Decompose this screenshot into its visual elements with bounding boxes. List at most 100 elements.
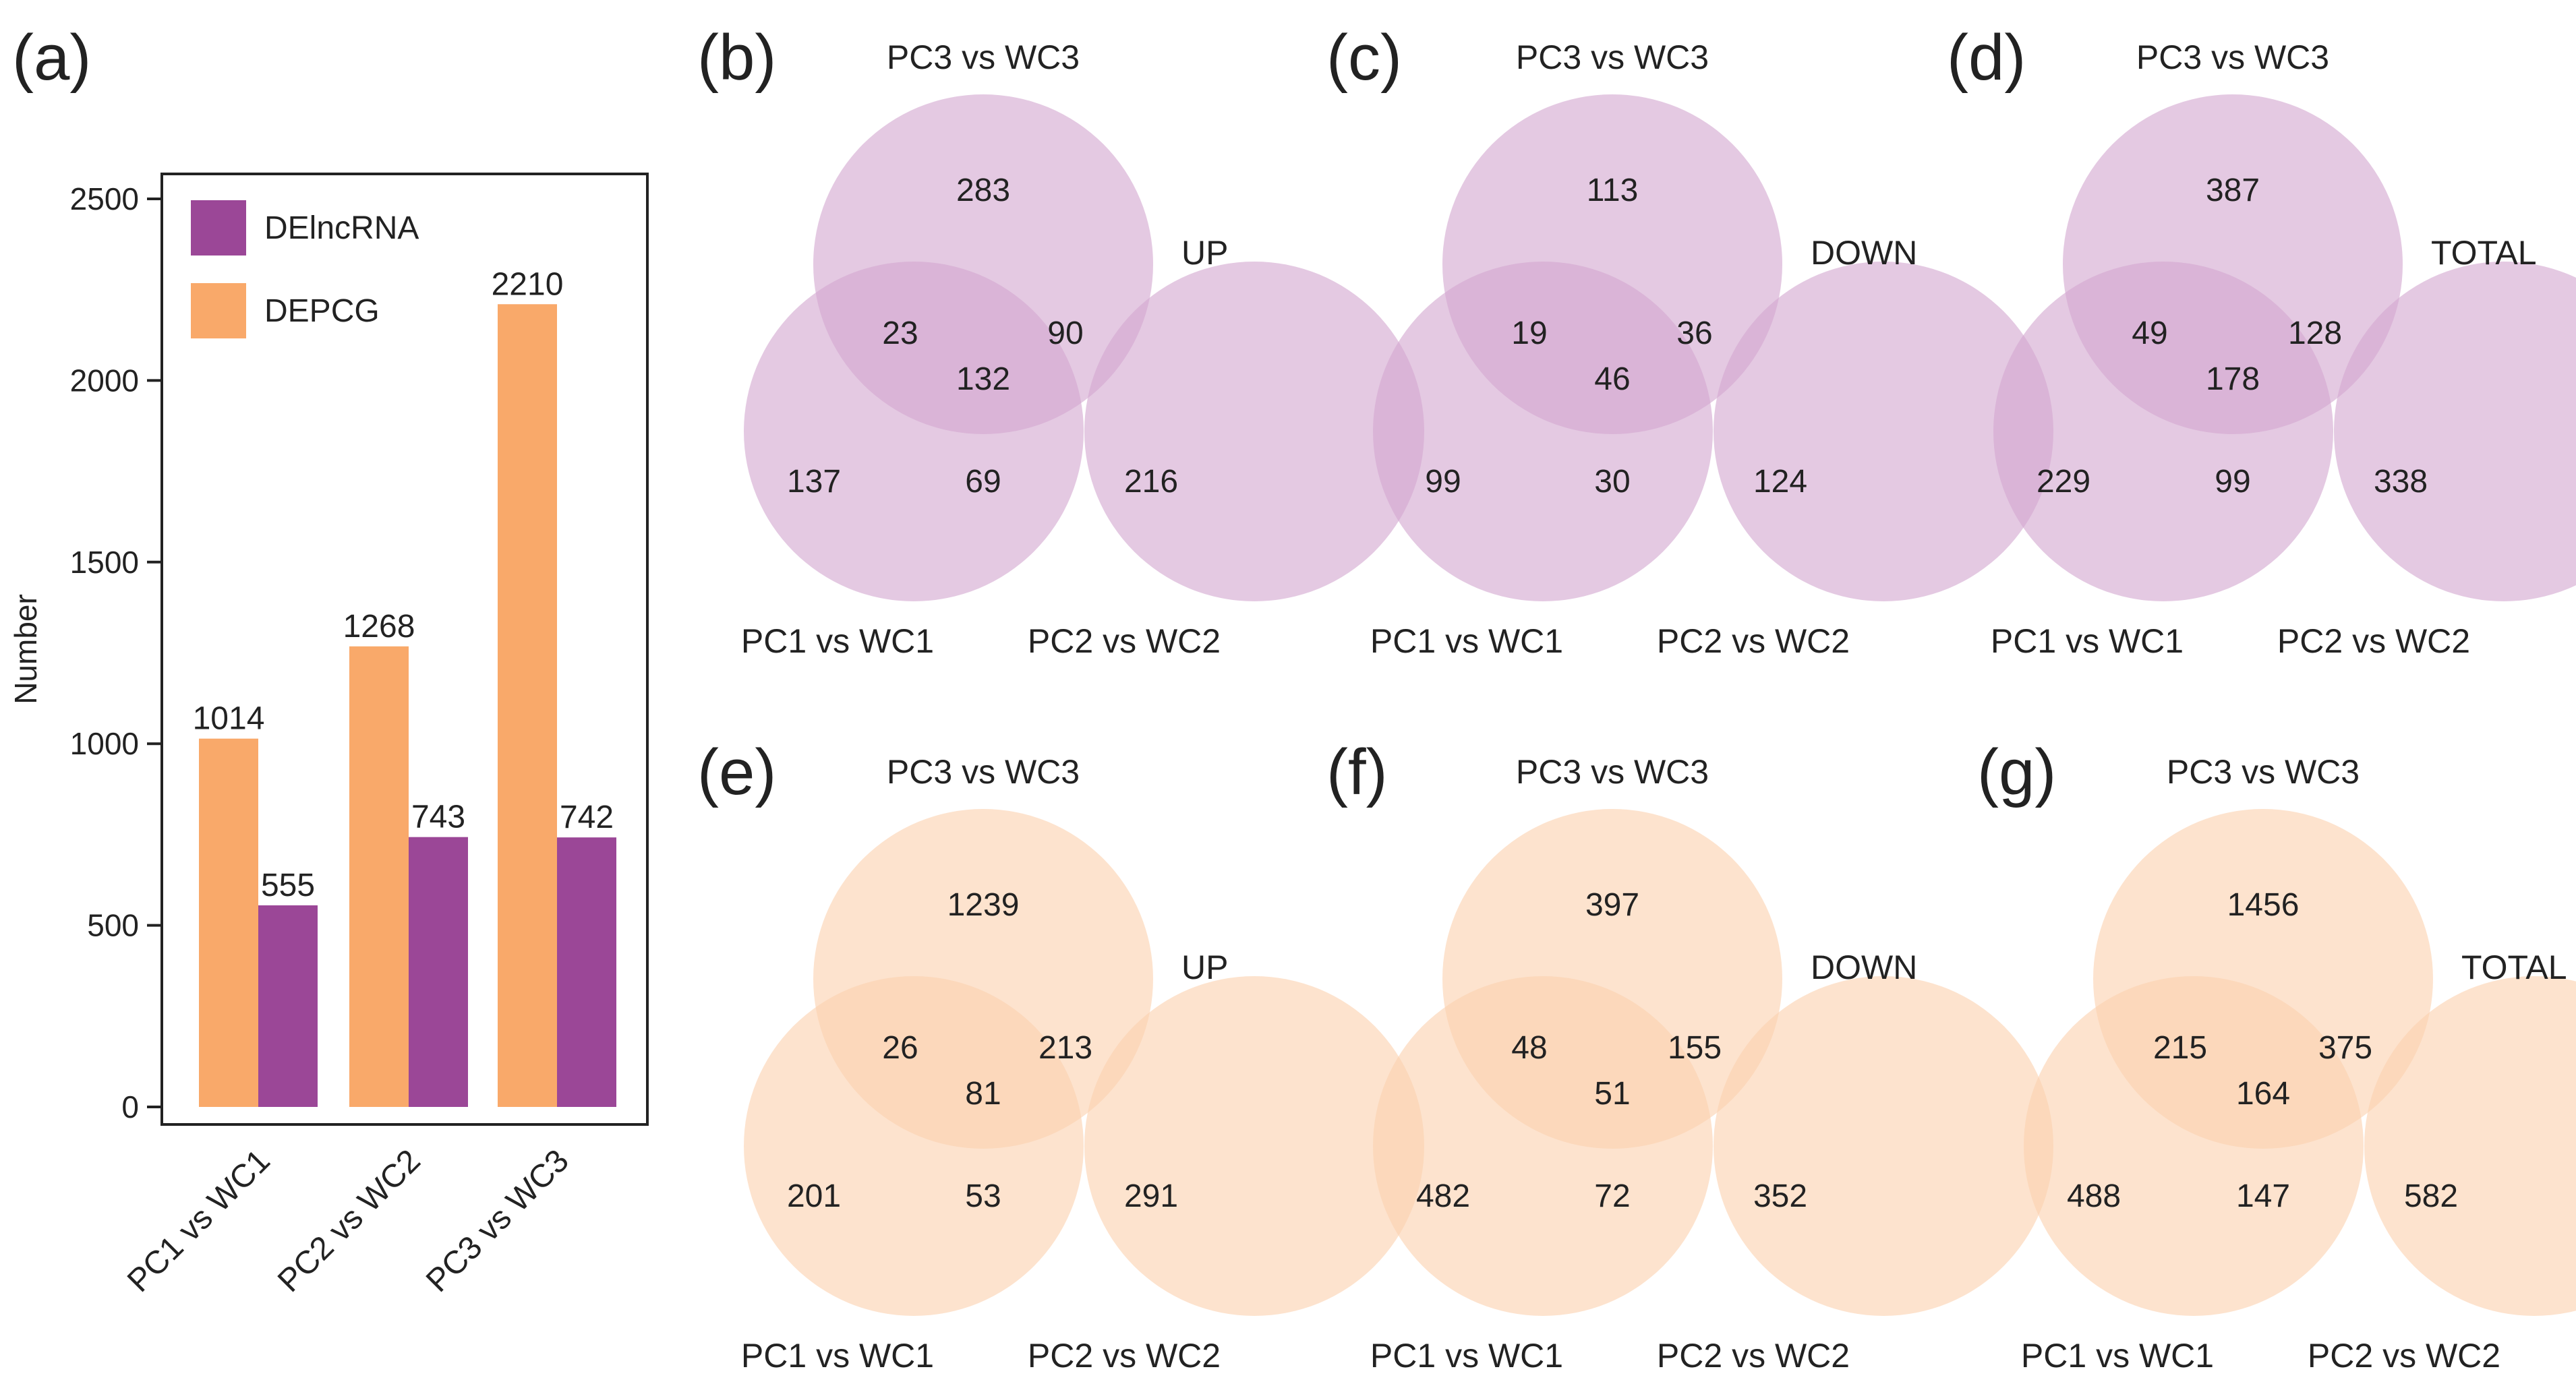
- panel-label-a: (a): [12, 22, 91, 94]
- bar-delncrna: [258, 905, 318, 1107]
- venn-count-right: 291: [1124, 1178, 1178, 1214]
- venn-direction-label: TOTAL: [2431, 234, 2537, 272]
- venn-count-center: 46: [1594, 361, 1630, 397]
- venn-count-left-right: 99: [2215, 464, 2250, 500]
- venn-count-top-left: 48: [1511, 1030, 1547, 1066]
- venn-count-top-right: 90: [1047, 315, 1083, 351]
- legend-swatch-delncrna: [191, 200, 246, 255]
- venn-count-top-right: 375: [2318, 1030, 2372, 1066]
- venn-count-top-left: 26: [882, 1030, 918, 1066]
- panel-label: (b): [697, 22, 776, 94]
- venn-set-label-right: PC2 vs WC2: [1657, 622, 1850, 660]
- venn-count-center: 164: [2236, 1076, 2290, 1112]
- venn-direction-label: DOWN: [1811, 234, 1917, 272]
- venn-circle-right: [2334, 262, 2576, 601]
- venn-set-label-left: PC1 vs WC1: [2021, 1337, 2214, 1375]
- venn-count-right: 338: [2374, 464, 2428, 500]
- venn-count-left-right: 69: [965, 464, 1001, 500]
- venn-circle-right: [1714, 262, 2053, 601]
- venn-circle-left: [1373, 262, 1713, 601]
- venn-panel-g: (g) PC3 vs WC3 PC1 vs WC1 PC2 vs WC2 TOTAL 14…: [1977, 736, 2576, 1375]
- venn-circle-right: [1084, 262, 1424, 601]
- bar-delncrna: [409, 837, 468, 1107]
- venn-count-left: 99: [1425, 464, 1461, 500]
- bar-value-label: 2210: [492, 266, 564, 302]
- venn-circle-right: [2364, 976, 2576, 1316]
- venn-set-label-right: PC2 vs WC2: [1657, 1337, 1850, 1375]
- bar-value-label: 742: [560, 800, 614, 835]
- bars: [199, 304, 616, 1108]
- venn-count-top-left: 215: [2153, 1030, 2207, 1066]
- bar-depcg: [199, 738, 258, 1107]
- venn-circle-left: [2024, 976, 2364, 1316]
- venn-count-center: 81: [965, 1076, 1001, 1112]
- venn-set-label-top: PC3 vs WC3: [2136, 38, 2329, 76]
- venn-circle-left: [744, 262, 1084, 601]
- bar-value-label: 743: [411, 800, 465, 835]
- bar-depcg: [498, 304, 557, 1108]
- venn-set-label-left: PC1 vs WC1: [1370, 1337, 1563, 1375]
- venn-count-top-right: 155: [1668, 1030, 1722, 1066]
- venn-circle-left: [1373, 976, 1713, 1316]
- venn-count-right: 582: [2404, 1178, 2458, 1214]
- venn-count-center: 178: [2206, 361, 2260, 397]
- venn-count-top-left: 49: [2132, 315, 2167, 351]
- bar-delncrna: [557, 837, 616, 1107]
- venn-panel-c: (c) PC3 vs WC3 PC1 vs WC1 PC2 vs WC2 DOWN 113…: [1326, 22, 2053, 660]
- category-label: PC2 vs WC2: [271, 1143, 428, 1299]
- venn-count-left-right: 147: [2236, 1178, 2290, 1214]
- venn-circle-left: [744, 976, 1084, 1316]
- venn-set-label-top: PC3 vs WC3: [1516, 38, 1709, 76]
- bar-value-labels: 1014 555 1268 743 2210 742: [193, 266, 614, 903]
- venn-set-label-right: PC2 vs WC2: [1028, 622, 1221, 660]
- legend: DElncRNA DEPCG: [191, 200, 419, 338]
- venn-panels: (b) PC3 vs WC3 PC1 vs WC1 PC2 vs WC2 UP 283 13…: [697, 22, 2576, 1375]
- legend-label-delncrna: DElncRNA: [264, 210, 419, 246]
- venn-set-label-left: PC1 vs WC1: [1991, 622, 2184, 660]
- venn-set-label-right: PC2 vs WC2: [2308, 1337, 2500, 1375]
- venn-set-label-top: PC3 vs WC3: [887, 753, 1080, 791]
- legend-swatch-depcg: [191, 283, 246, 338]
- panel-label: (c): [1326, 22, 1402, 94]
- venn-count-top: 283: [956, 173, 1010, 208]
- venn-panel-f: (f) PC3 vs WC3 PC1 vs WC1 PC2 vs WC2 DOWN 397…: [1326, 736, 2053, 1375]
- panel-label: (g): [1977, 736, 2056, 808]
- bar-value-label: 1268: [343, 609, 415, 644]
- y-tick-label: 0: [121, 1089, 139, 1124]
- venn-count-top: 397: [1585, 887, 1639, 923]
- category-label: PC3 vs WC3: [419, 1143, 576, 1299]
- y-tick-label: 2500: [70, 181, 139, 216]
- venn-count-top-right: 213: [1038, 1030, 1092, 1066]
- venn-count-top-left: 19: [1511, 315, 1547, 351]
- bar-value-label: 1014: [193, 701, 265, 737]
- venn-count-center: 51: [1594, 1076, 1630, 1112]
- y-tick-label: 1000: [70, 726, 139, 761]
- venn-set-label-left: PC1 vs WC1: [1370, 622, 1563, 660]
- venn-count-top: 113: [1587, 173, 1639, 208]
- venn-count-left: 229: [2037, 464, 2090, 500]
- venn-count-top: 1456: [2227, 887, 2300, 923]
- venn-panel-b: (b) PC3 vs WC3 PC1 vs WC1 PC2 vs WC2 UP 283 13…: [697, 22, 1424, 660]
- venn-count-left: 201: [787, 1178, 841, 1214]
- category-label: PC1 vs WC1: [121, 1143, 277, 1299]
- bar-value-label: 555: [261, 868, 315, 903]
- venn-count-top: 1239: [947, 887, 1020, 923]
- venn-count-right: 352: [1753, 1178, 1807, 1214]
- bar-depcg: [349, 646, 409, 1107]
- venn-count-left-right: 72: [1594, 1178, 1630, 1214]
- y-axis: 0 500 1000 1500 2000 2500: [70, 181, 162, 1124]
- venn-direction-label: UP: [1181, 234, 1228, 272]
- venn-count-left-right: 30: [1594, 464, 1630, 500]
- venn-count-top-left: 23: [882, 315, 918, 351]
- y-tick-label: 1500: [70, 545, 139, 580]
- venn-direction-label: TOTAL: [2461, 949, 2567, 986]
- y-tick-label: 500: [87, 908, 139, 943]
- venn-count-left-right: 53: [965, 1178, 1001, 1214]
- y-axis-label: Number: [8, 594, 43, 704]
- venn-count-top: 387: [2206, 173, 2260, 208]
- legend-label-depcg: DEPCG: [264, 293, 380, 329]
- venn-count-left: 488: [2067, 1178, 2121, 1214]
- venn-set-label-left: PC1 vs WC1: [741, 622, 934, 660]
